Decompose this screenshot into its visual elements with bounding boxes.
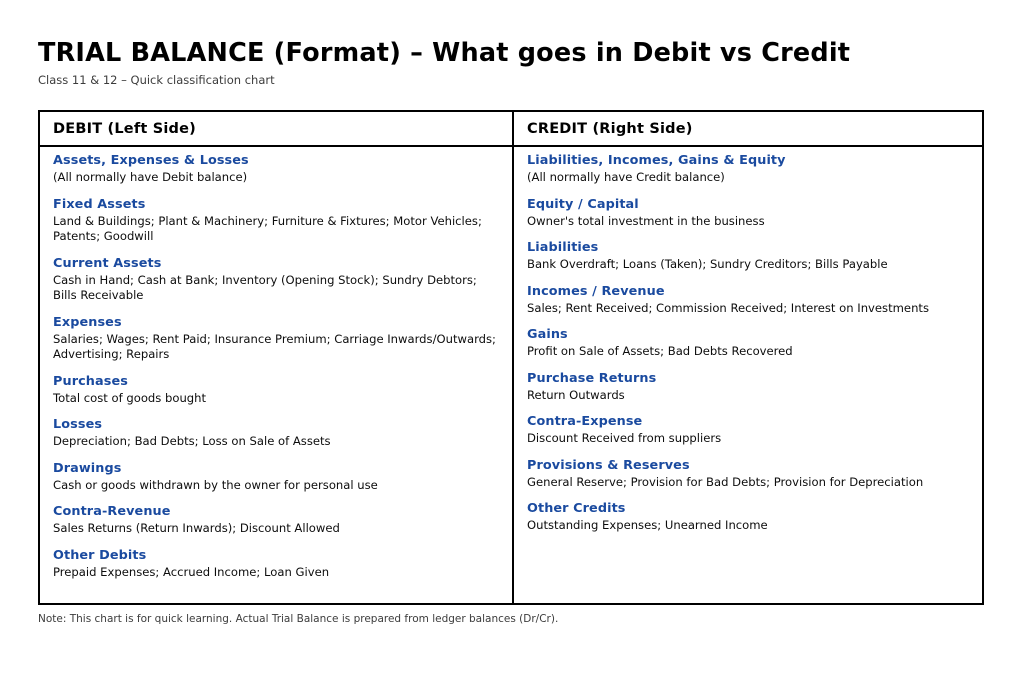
section-heading: Contra-Expense [527,414,643,429]
section-detail: Salaries; Wages; Rent Paid; Insurance Pr… [53,331,496,362]
section-heading: Liabilities [527,240,599,255]
section: Purchases Total cost of goods bought [53,374,499,407]
section-detail: Depreciation; Bad Debts; Loss on Sale of… [53,434,331,448]
debit-column-header: DEBIT (Left Side) [40,112,512,147]
section-detail: (All normally have Debit balance) [53,170,248,184]
section-heading: Expenses [53,314,122,330]
section-heading: Contra-Revenue [53,504,171,519]
trial-balance-table: DEBIT (Left Side) Assets, Expenses & Los… [38,110,984,605]
section: Losses Depreciation; Bad Debts; Loss on S… [53,417,499,450]
section-heading: Assets, Expenses & Losses [53,153,249,168]
footer-note: Note: This chart is for quick learning. … [38,613,559,625]
section: Gains Profit on Sale of Assets; Bad Debts… [527,327,969,360]
section-heading: Losses [53,417,103,432]
section-detail: Profit on Sale of Assets; Bad Debts Reco… [527,344,793,358]
section-heading: Fixed Assets [53,196,146,212]
section: Other Credits Outstanding Expenses; Unear… [527,501,969,534]
page-title: TRIAL BALANCE (Format) – What goes in De… [38,38,851,68]
column-debit: DEBIT (Left Side) Assets, Expenses & Los… [40,112,514,603]
column-credit: CREDIT (Right Side) Liabilities, Incomes… [514,112,982,603]
section-heading: Provisions & Reserves [527,457,690,473]
section-heading: Other Credits [527,501,626,516]
section-detail: General Reserve; Provision for Bad Debts… [527,474,924,489]
section-heading: Drawings [53,460,122,476]
section: Purchase Returns Return Outwards [527,371,969,404]
section: Provisions & Reserves General Reserve; Pr… [527,458,969,491]
section-detail: Return Outwards [527,387,625,402]
section: Assets, Expenses & Losses (All normally h… [53,153,499,186]
section: Liabilities, Incomes, Gains & Equity (All… [527,153,969,186]
section: Expenses Salaries; Wages; Rent Paid; Insu… [53,315,499,363]
section: Incomes / Revenue Sales; Rent Received; C… [527,284,969,317]
section-detail: Prepaid Expenses; Accrued Income; Loan G… [53,564,330,579]
section-heading: Equity / Capital [527,196,639,212]
section: Contra-Expense Discount Received from sup… [527,414,969,447]
section-detail: (All normally have Credit balance) [527,170,725,184]
section-detail: Sales; Rent Received; Commission Receive… [527,300,929,315]
section-detail: Cash in Hand; Cash at Bank; Inventory (O… [53,272,477,303]
credit-column-header: CREDIT (Right Side) [514,112,982,147]
section: Equity / Capital Owner's total investment… [527,197,969,230]
credit-column-body: Liabilities, Incomes, Gains & Equity (All… [514,147,982,603]
section-heading: Purchases [53,373,128,389]
section-heading: Gains [527,327,568,342]
section-heading: Incomes / Revenue [527,283,665,299]
section: Fixed Assets Land & Buildings; Plant & Ma… [53,197,499,245]
section-detail: Owner's total investment in the business [527,213,765,228]
section-detail: Discount Received from suppliers [527,431,722,445]
section: Other Debits Prepaid Expenses; Accrued In… [53,548,499,581]
section-detail: Sales Returns (Return Inwards); Discount… [53,521,340,535]
section-detail: Bank Overdraft; Loans (Taken); Sundry Cr… [527,257,888,271]
section: Liabilities Bank Overdraft; Loans (Taken)… [527,240,969,273]
section-heading: Other Debits [53,547,147,563]
section: Contra-Revenue Sales Returns (Return Inwa… [53,504,499,537]
section-detail: Cash or goods withdrawn by the owner for… [53,477,378,492]
section-heading: Liabilities, Incomes, Gains & Equity [527,153,786,168]
debit-column-body: Assets, Expenses & Losses (All normally h… [40,147,512,603]
section-detail: Outstanding Expenses; Unearned Income [527,518,768,532]
section: Drawings Cash or goods withdrawn by the o… [53,461,499,494]
section-detail: Total cost of goods bought [53,390,207,405]
section-heading: Purchase Returns [527,370,657,386]
page-subtitle: Class 11 & 12 – Quick classification cha… [38,73,275,87]
section: Current Assets Cash in Hand; Cash at Bank… [53,256,499,304]
section-heading: Current Assets [53,255,162,271]
section-detail: Land & Buildings; Plant & Machinery; Fur… [53,213,482,244]
